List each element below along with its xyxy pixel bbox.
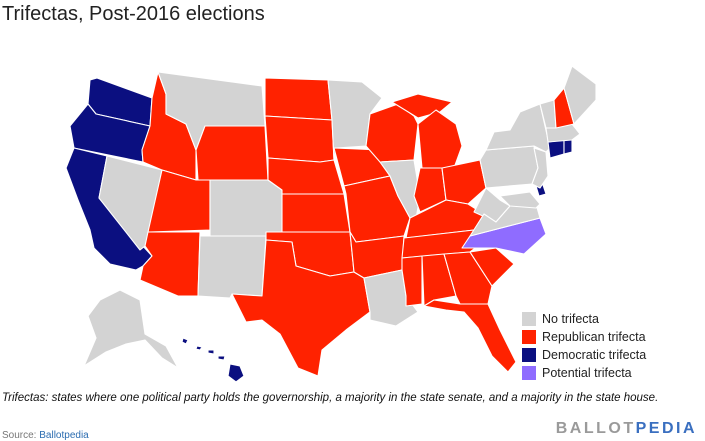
state-co xyxy=(209,179,283,237)
source-link[interactable]: Ballotpedia xyxy=(39,430,89,441)
legend-label-potential: Potential trifecta xyxy=(542,366,632,380)
map-legend: No trifecta Republican trifecta Democratic… xyxy=(522,310,646,382)
state-sc xyxy=(469,247,515,287)
state-az xyxy=(139,231,201,297)
state-md xyxy=(499,191,541,209)
legend-item-democratic: Democratic trifecta xyxy=(522,346,646,364)
state-ri xyxy=(563,139,573,155)
legend-label-none: No trifecta xyxy=(542,312,599,326)
legend-item-none: No trifecta xyxy=(522,310,646,328)
state-ct xyxy=(547,139,565,159)
legend-item-potential: Potential trifecta xyxy=(522,364,646,382)
legend-label-republican: Republican trifecta xyxy=(542,330,646,344)
brand-part-1: BALLOT xyxy=(555,420,636,437)
legend-swatch-none xyxy=(522,312,536,326)
state-ne xyxy=(267,157,345,195)
state-nd xyxy=(264,77,333,121)
state-me xyxy=(563,65,597,125)
state-tx xyxy=(231,239,371,377)
legend-swatch-potential xyxy=(522,366,536,380)
legend-label-democratic: Democratic trifecta xyxy=(542,348,647,362)
state-hi xyxy=(181,337,245,383)
source-line: Source: Ballotpedia xyxy=(2,430,89,441)
state-wy xyxy=(195,125,269,181)
state-oh xyxy=(441,159,487,205)
map-caption: Trifectas: states where one political pa… xyxy=(2,392,659,404)
state-pa xyxy=(479,145,539,189)
legend-item-republican: Republican trifecta xyxy=(522,328,646,346)
brand-part-2: PEDIA xyxy=(635,420,697,437)
source-prefix: Source: xyxy=(2,430,40,441)
state-ks xyxy=(281,193,351,233)
state-sd xyxy=(264,115,335,163)
state-mi xyxy=(417,109,463,169)
state-ak xyxy=(83,289,179,369)
legend-swatch-republican xyxy=(522,330,536,344)
ballotpedia-logo: BALLOTPEDIA xyxy=(556,420,697,438)
legend-swatch-democratic xyxy=(522,348,536,362)
state-fl xyxy=(423,299,517,373)
state-nm xyxy=(197,235,267,299)
map-title: Trifectas, Post-2016 elections xyxy=(2,3,265,25)
state-ny xyxy=(485,103,551,153)
